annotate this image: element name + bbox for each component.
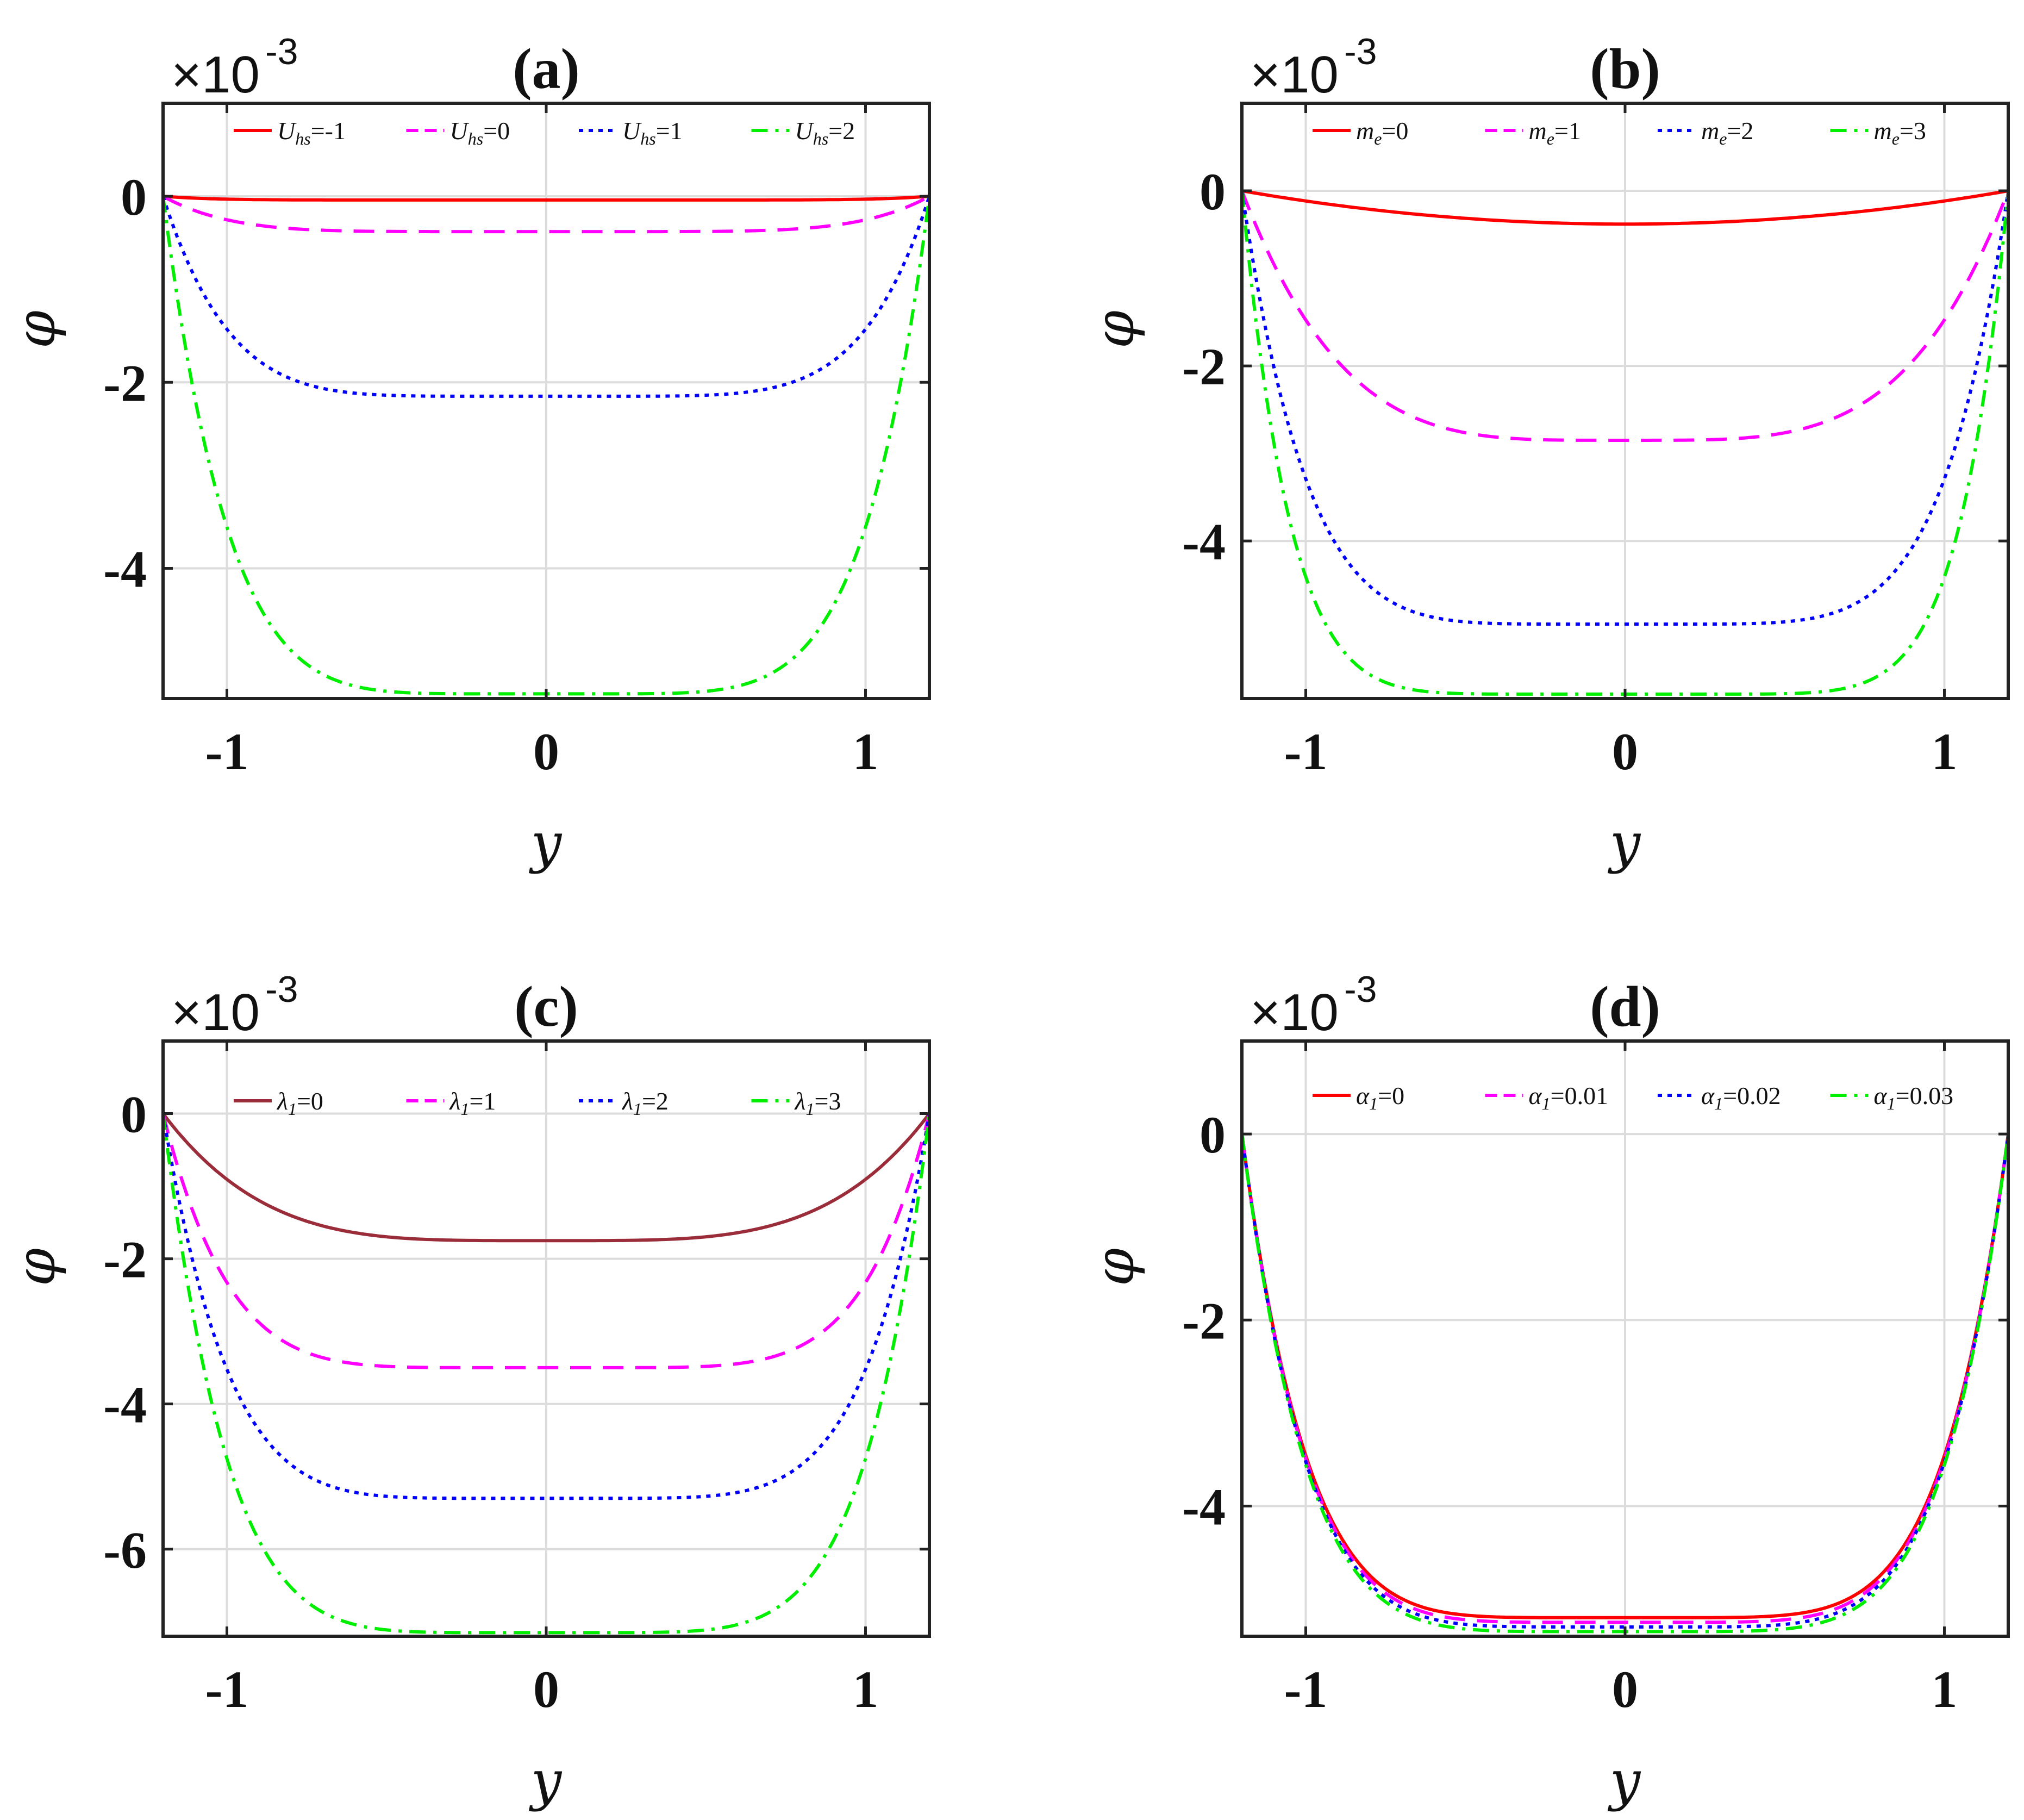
x-axis-label: y: [529, 811, 563, 875]
legend-label: Uhs=0: [450, 117, 510, 148]
y-tick-label: -2: [1182, 1292, 1226, 1350]
y-tick-label: 0: [121, 168, 147, 226]
legend-label: Uhs=-1: [277, 117, 346, 148]
x-tick-label: 0: [533, 1660, 559, 1718]
legend-label: α1=0.02: [1701, 1082, 1781, 1113]
legend-label: me=3: [1874, 117, 1926, 148]
series-line: [1240, 1133, 2010, 1629]
legend-label: me=1: [1529, 117, 1581, 148]
y-tick-label: -4: [103, 1376, 147, 1434]
axis-exponent: ×10: [171, 983, 260, 1042]
series-line: [1241, 189, 2009, 226]
x-tick-label: -1: [1284, 722, 1328, 781]
legend-label: λ1=1: [449, 1087, 496, 1119]
axis-exponent-power: -3: [265, 969, 298, 1010]
series-line: [162, 195, 930, 234]
x-tick-label: 1: [1932, 1660, 1958, 1718]
x-axis-label: y: [1608, 811, 1641, 875]
legend-label: λ1=2: [621, 1087, 669, 1119]
series-line: [1240, 1133, 2010, 1619]
chart-panel: -1 0 1 0 -2 -4 -6 (c) ×10 -3 y φ λ1=0 λ1=1 λ1=2 λ1=3: [4, 969, 931, 1812]
x-axis-label: y: [1608, 1749, 1641, 1812]
axis-exponent-power: -3: [1344, 969, 1377, 1010]
legend-label: me=2: [1701, 117, 1753, 148]
x-tick-label: 1: [853, 722, 879, 781]
axis-exponent: ×10: [171, 46, 260, 104]
legend-label: λ1=0: [276, 1087, 323, 1119]
legend-label: α1=0: [1356, 1082, 1404, 1113]
y-tick-label: -2: [1182, 338, 1226, 396]
x-tick-label: 0: [1612, 722, 1638, 781]
y-axis-label: φ: [4, 1248, 67, 1286]
series-line: [161, 1113, 931, 1635]
y-tick-label: 0: [1200, 1106, 1226, 1164]
x-tick-label: 1: [853, 1660, 879, 1718]
series-line: [161, 1112, 931, 1243]
axis-exponent-power: -3: [1344, 31, 1377, 72]
y-tick-label: -2: [103, 1231, 147, 1289]
y-tick-label: -2: [103, 354, 147, 412]
x-tick-label: 0: [1612, 1660, 1638, 1718]
y-axis-label: φ: [4, 310, 67, 348]
legend-label: Uhs=1: [622, 117, 683, 148]
x-axis-label: y: [529, 1749, 563, 1812]
series-line: [161, 196, 931, 398]
y-axis-label: φ: [1083, 1248, 1146, 1286]
series-line: [1240, 190, 2010, 442]
chart-panel: -1 0 1 0 -2 -4 (d) ×10 -3 y φ α1=0 α1=0.01 α1=0.02 α1=…: [1083, 969, 2010, 1812]
chart-panel: -1 0 1 0 -2 -4 (a) ×10 -3 y φ Uhs=-1 Uhs=0 Uhs=1 Uhs=2: [4, 31, 931, 875]
axis-exponent-power: -3: [265, 31, 298, 72]
chart-title: (b): [1590, 37, 1660, 101]
chart-title: (a): [513, 37, 580, 101]
axis-exponent: ×10: [1250, 983, 1339, 1042]
x-tick-label: 0: [533, 722, 559, 781]
chart-title: (d): [1590, 975, 1660, 1038]
y-tick-label: -4: [103, 540, 147, 598]
legend-label: α1=0.01: [1529, 1082, 1609, 1113]
legend-label: α1=0.03: [1874, 1082, 1954, 1113]
y-tick-label: 0: [121, 1086, 147, 1144]
x-tick-label: -1: [205, 722, 249, 781]
x-tick-label: 1: [1932, 722, 1958, 781]
x-tick-label: -1: [1284, 1660, 1328, 1718]
y-axis-label: φ: [1083, 310, 1146, 348]
y-tick-label: -4: [1182, 513, 1226, 571]
series-line: [161, 1113, 931, 1369]
legend-label: Uhs=2: [795, 117, 855, 148]
y-tick-label: 0: [1200, 163, 1226, 221]
series-line: [163, 195, 930, 202]
legend-label: me=0: [1356, 117, 1408, 148]
axis-exponent: ×10: [1250, 46, 1339, 104]
y-tick-label: -4: [1182, 1478, 1226, 1536]
chart-panel: -1 0 1 0 -2 -4 (b) ×10 -3 y φ me=0 me=1 me=2 me=3: [1083, 31, 2010, 875]
series-line: [1240, 1133, 2010, 1624]
series-line: [1240, 190, 2010, 626]
y-tick-label: -6: [103, 1521, 147, 1579]
x-tick-label: -1: [205, 1660, 249, 1718]
legend-label: λ1=3: [794, 1087, 841, 1119]
chart-title: (c): [514, 975, 578, 1038]
